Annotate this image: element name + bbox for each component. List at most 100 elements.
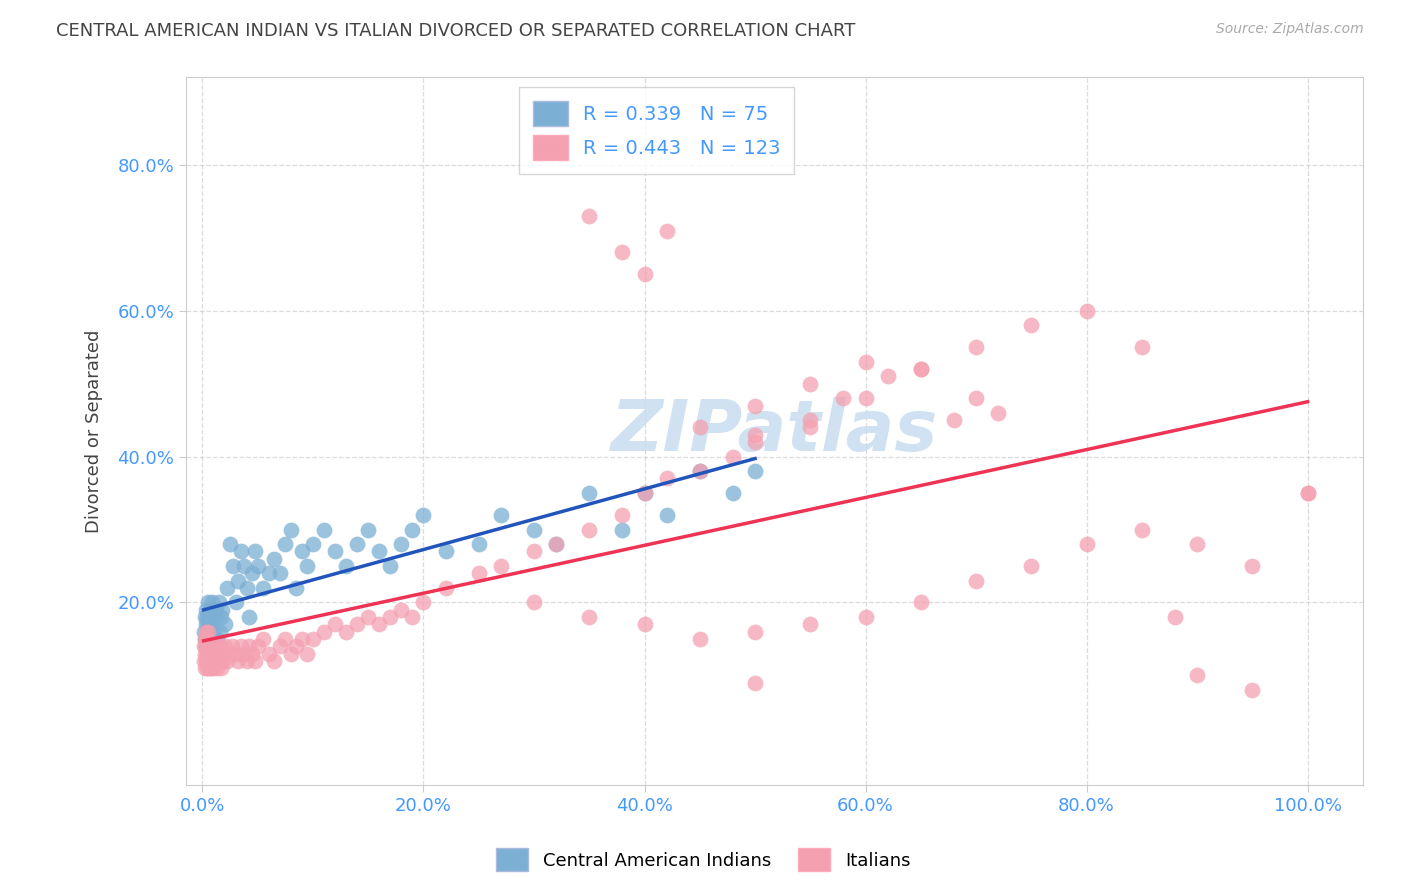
Point: [1130, 340, 1153, 354]
Point: [1241, 559, 1264, 574]
Point: [380, 559, 402, 574]
Point: [257, 647, 280, 661]
Point: [209, 624, 232, 639]
Point: [209, 639, 232, 653]
Point: [744, 435, 766, 450]
Point: [197, 654, 219, 668]
Point: [246, 559, 269, 574]
Point: [233, 647, 256, 661]
Point: [198, 603, 221, 617]
Point: [209, 610, 232, 624]
Point: [744, 464, 766, 478]
Point: [214, 639, 236, 653]
Point: [799, 413, 821, 427]
Point: [269, 566, 291, 581]
Point: [194, 647, 217, 661]
Point: [578, 523, 600, 537]
Point: [368, 544, 391, 558]
Point: [235, 581, 257, 595]
Point: [744, 427, 766, 442]
Point: [208, 595, 231, 609]
Point: [197, 595, 219, 609]
Point: [198, 624, 221, 639]
Point: [202, 639, 225, 653]
Point: [346, 617, 368, 632]
Point: [200, 647, 222, 661]
Point: [855, 355, 877, 369]
Point: [238, 610, 260, 624]
Point: [357, 523, 380, 537]
Point: [1076, 537, 1098, 551]
Point: [211, 647, 233, 661]
Point: [194, 654, 217, 668]
Point: [546, 537, 568, 551]
Point: [297, 559, 319, 574]
Point: [215, 581, 238, 595]
Point: [245, 654, 267, 668]
Point: [194, 610, 217, 624]
Point: [633, 268, 655, 282]
Point: [200, 661, 222, 675]
Point: [1241, 682, 1264, 697]
Point: [215, 654, 238, 668]
Point: [205, 632, 228, 646]
Point: [1296, 486, 1319, 500]
Point: [302, 537, 325, 551]
Point: [219, 647, 242, 661]
Point: [280, 647, 302, 661]
Point: [412, 508, 434, 522]
Point: [197, 617, 219, 632]
Point: [198, 639, 221, 653]
Point: [198, 654, 221, 668]
Point: [195, 610, 218, 624]
Point: [229, 544, 252, 558]
Point: [211, 603, 233, 617]
Point: [633, 617, 655, 632]
Point: [312, 624, 335, 639]
Point: [323, 617, 346, 632]
Point: [689, 632, 711, 646]
Point: [910, 362, 932, 376]
Point: [832, 392, 855, 406]
Point: [744, 624, 766, 639]
Point: [942, 413, 965, 427]
Point: [1130, 523, 1153, 537]
Point: [194, 632, 217, 646]
Point: [194, 639, 217, 653]
Point: [274, 632, 297, 646]
Point: [194, 603, 217, 617]
Point: [195, 632, 218, 646]
Point: [612, 508, 634, 522]
Point: [204, 654, 226, 668]
Point: [195, 624, 218, 639]
Point: [204, 603, 226, 617]
Point: [209, 661, 232, 675]
Point: [194, 624, 217, 639]
Point: [280, 523, 302, 537]
Point: [201, 654, 224, 668]
Point: [578, 209, 600, 223]
Point: [380, 610, 402, 624]
Point: [202, 661, 225, 675]
Point: [274, 537, 297, 551]
Point: [212, 654, 235, 668]
Point: [401, 610, 423, 624]
Point: [194, 632, 217, 646]
Point: [799, 420, 821, 434]
Point: [1164, 610, 1187, 624]
Point: [489, 508, 512, 522]
Point: [744, 399, 766, 413]
Point: [202, 624, 225, 639]
Point: [198, 654, 221, 668]
Point: [204, 639, 226, 653]
Point: [389, 537, 412, 551]
Point: [434, 544, 457, 558]
Point: [965, 574, 987, 588]
Point: [214, 617, 236, 632]
Point: [655, 508, 678, 522]
Point: [323, 544, 346, 558]
Point: [221, 639, 243, 653]
Point: [257, 566, 280, 581]
Point: [195, 647, 218, 661]
Point: [612, 523, 634, 537]
